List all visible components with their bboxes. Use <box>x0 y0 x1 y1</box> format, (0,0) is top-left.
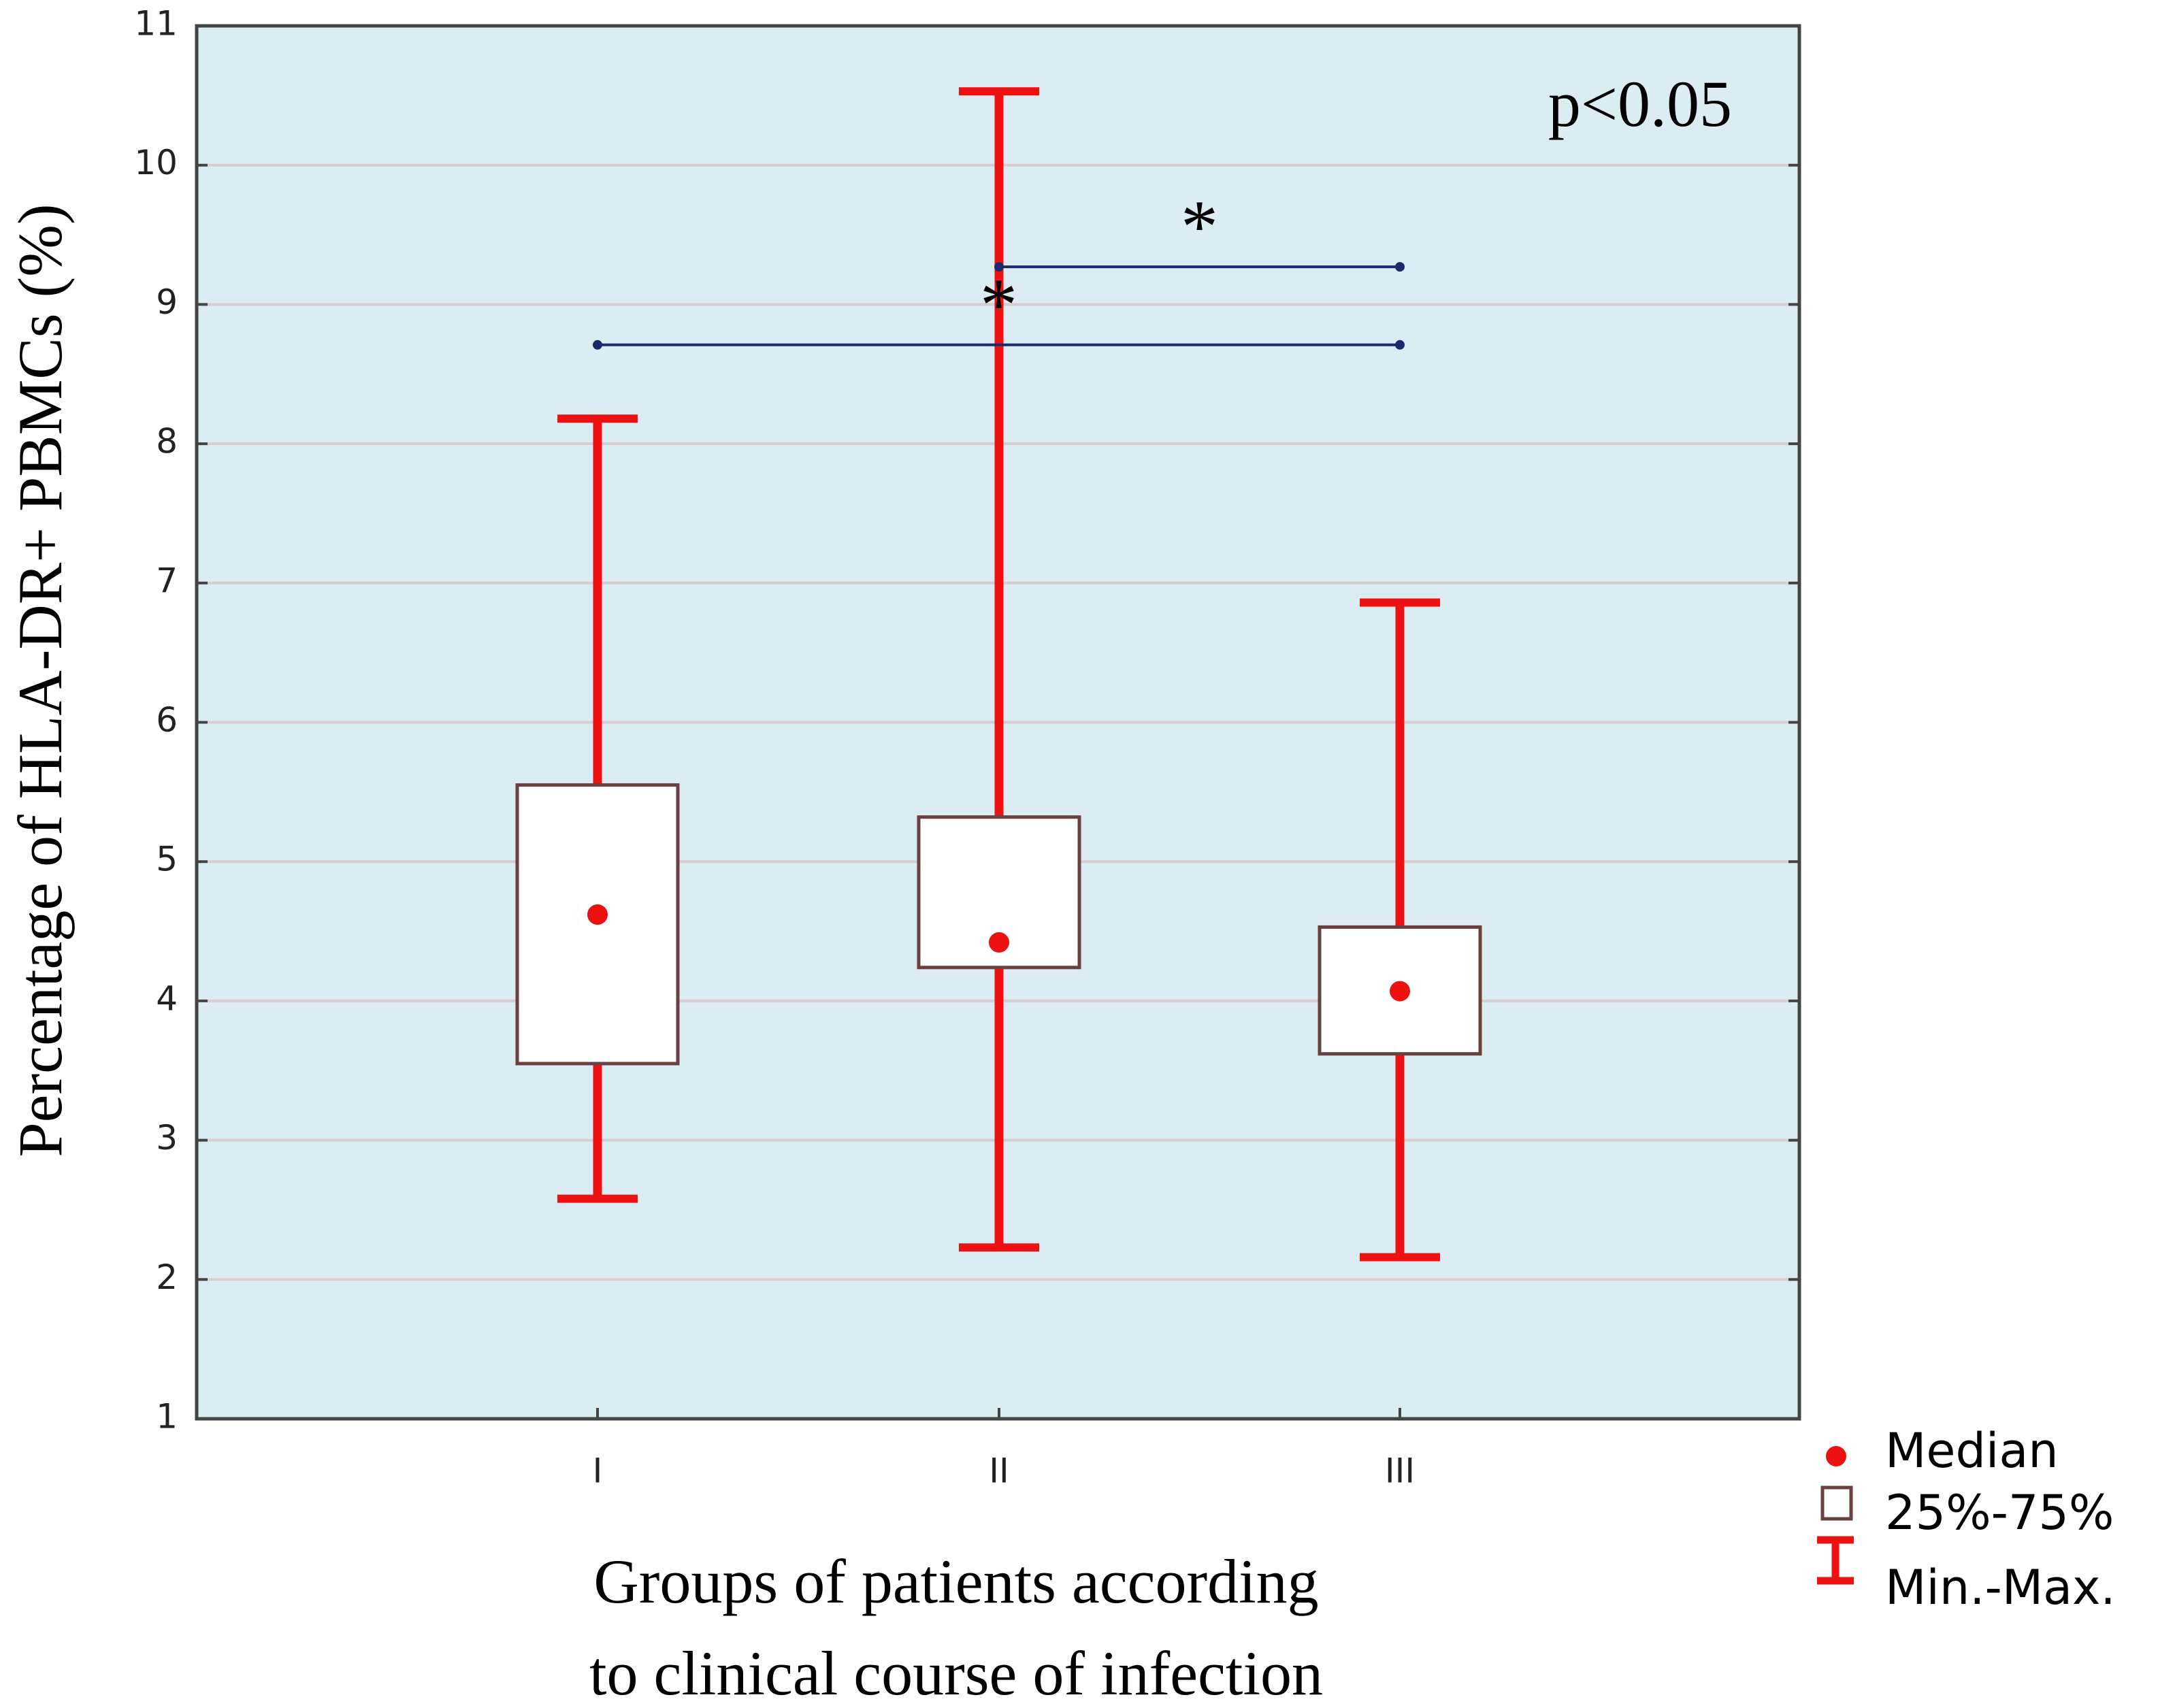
median-point <box>587 904 608 925</box>
legend-median-label: Median <box>1885 1423 2059 1479</box>
y-tick-label: 8 <box>156 422 178 461</box>
significance-II-III: * <box>994 185 1405 272</box>
legend-median-dot <box>1826 1446 1846 1466</box>
box-I <box>515 414 680 1203</box>
significance-I-III: * <box>593 263 1405 350</box>
significance-brackets: ** <box>593 185 1405 350</box>
significance-label: * <box>1181 185 1218 268</box>
box-II <box>917 87 1081 1252</box>
y-tick-label: 9 <box>156 282 178 322</box>
y-tick-label: 3 <box>156 1118 178 1157</box>
significance-end <box>1395 262 1405 272</box>
y-tick-label: 4 <box>156 979 178 1018</box>
y-tick-label: 1 <box>156 1397 178 1436</box>
x-tick-label: II <box>989 1451 1009 1491</box>
box-III <box>1318 598 1482 1262</box>
significance-end <box>1395 340 1405 350</box>
x-tick-label: I <box>593 1451 603 1491</box>
median-point <box>1390 981 1410 1002</box>
significance-label: * <box>980 263 1017 346</box>
box-series <box>515 87 1482 1262</box>
legend-box-swatch <box>1820 1485 1853 1521</box>
significance-end <box>994 262 1004 272</box>
p-value-annotation: p<0.05 <box>1548 67 1732 140</box>
y-tick-label: 5 <box>156 840 178 879</box>
x-tick-label: III <box>1385 1451 1415 1491</box>
legend-whisker-swatch <box>1817 1536 1854 1585</box>
x-axis-title-line-1: Groups of patients according <box>593 1547 1318 1616</box>
legend-box-label: 25%-75% <box>1885 1485 2114 1541</box>
significance-end <box>593 340 602 350</box>
legend-minmax-label: Min.-Max. <box>1885 1560 2116 1615</box>
median-point <box>989 932 1009 953</box>
y-tick-label: 7 <box>156 561 178 600</box>
y-tick-label: 10 <box>134 143 178 182</box>
y-tick-label: 11 <box>134 4 178 44</box>
y-axis-title: Percentage of HLA-DR+ PBMCs (%) <box>5 204 75 1157</box>
y-tick-label: 2 <box>156 1258 178 1297</box>
y-tick-label: 6 <box>156 700 178 740</box>
plot-frame <box>195 24 1801 1421</box>
x-axis-title-line-2: to clinical course of infection <box>589 1639 1323 1708</box>
legend: Median 25%-75% Min.-Max. <box>1817 1423 2116 1615</box>
